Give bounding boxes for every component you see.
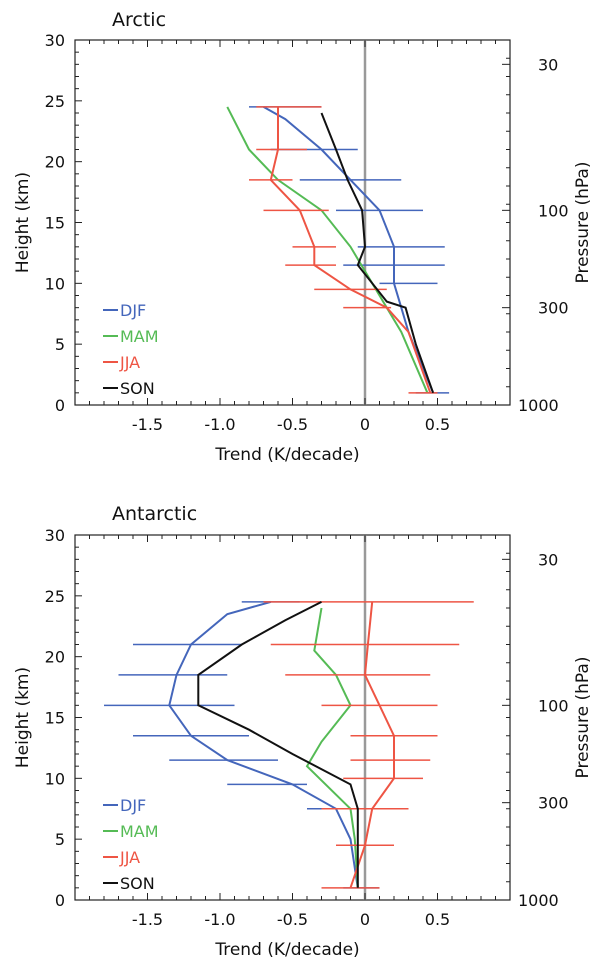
x-tick-label: -1.0 <box>204 910 235 929</box>
y-tick-label: 10 <box>45 769 65 788</box>
y-axis-label: Height (km) <box>13 667 33 768</box>
series-mam: MAM <box>103 607 359 888</box>
y-tick-label: 10 <box>45 274 65 293</box>
legend-label: SON <box>120 379 155 398</box>
series-line <box>263 106 435 394</box>
legend-label: DJF <box>120 796 146 815</box>
x-tick-label: -1.0 <box>204 415 235 434</box>
series-line <box>320 112 435 394</box>
y-tick-label: 15 <box>45 709 65 728</box>
x-tick-label: 0.5 <box>425 910 450 929</box>
series-line <box>349 601 395 889</box>
y-tick-label: 20 <box>45 648 65 667</box>
legend-label: SON <box>120 874 155 893</box>
pressure-tick-label: 30 <box>538 550 558 569</box>
legend-label: JJA <box>119 353 140 372</box>
series-son: SON <box>103 601 359 893</box>
y-tick-label: 20 <box>45 153 65 172</box>
legend-label: MAM <box>120 822 159 841</box>
y-tick-label: 0 <box>55 396 65 415</box>
x-axis-label: Trend (K/decade) <box>214 940 359 960</box>
pressure-tick-label: 300 <box>538 299 569 318</box>
series-son: SON <box>103 112 435 398</box>
y-tick-label: 5 <box>55 335 65 354</box>
plot-frame <box>74 39 511 406</box>
x-tick-label: -0.5 <box>277 415 308 434</box>
y-tick-label: 15 <box>45 214 65 233</box>
series-jja: JJA <box>103 106 438 394</box>
plot-frame <box>74 534 511 901</box>
right-axis-label: Pressure (hPa) <box>573 657 593 779</box>
legend-label: DJF <box>120 301 146 320</box>
series-line <box>168 600 359 888</box>
x-tick-label: 0 <box>360 415 370 434</box>
x-tick-label: -1.5 <box>132 415 163 434</box>
legend-label: JJA <box>119 848 140 867</box>
arctic-panel: Arctic -1.5 -1.0 -0.5 0 0.5 0 5 10 15 20 25 30 30 100 3… <box>13 9 593 465</box>
series-line <box>305 607 359 888</box>
x-axis-label: Trend (K/decade) <box>214 445 359 465</box>
chart-title: Arctic <box>112 9 166 31</box>
y-tick-label: 30 <box>45 526 65 545</box>
y-axis-label: Height (km) <box>13 172 33 273</box>
pressure-tick-label: 100 <box>538 201 569 220</box>
antarctic-panel: Antarctic -1.5 -1.0 -0.5 0 0.5 0 5 10 15 20 25 30 30 1… <box>13 503 593 960</box>
y-tick-label: 0 <box>55 891 65 910</box>
pressure-tick-label: 100 <box>538 696 569 715</box>
y-tick-label: 25 <box>45 92 65 111</box>
series-line <box>197 601 359 888</box>
chart-title: Antarctic <box>112 503 197 525</box>
series-djf: DJF <box>103 106 450 394</box>
series-jja: JJA <box>103 601 474 889</box>
legend-label: MAM <box>120 327 159 346</box>
x-tick-label: -0.5 <box>277 910 308 929</box>
pressure-tick-label: 1000 <box>518 396 559 415</box>
right-axis-label: Pressure (hPa) <box>573 162 593 284</box>
y-tick-label: 25 <box>45 587 65 606</box>
series-line <box>226 106 429 394</box>
y-tick-label: 30 <box>45 31 65 50</box>
pressure-tick-label: 1000 <box>518 891 559 910</box>
pressure-tick-label: 300 <box>538 794 569 813</box>
series-mam: MAM <box>103 106 429 394</box>
x-tick-label: -1.5 <box>132 910 163 929</box>
x-tick-label: 0 <box>360 910 370 929</box>
series-line <box>269 106 432 394</box>
pressure-tick-label: 30 <box>538 55 558 74</box>
y-tick-label: 5 <box>55 830 65 849</box>
x-tick-label: 0.5 <box>425 415 450 434</box>
